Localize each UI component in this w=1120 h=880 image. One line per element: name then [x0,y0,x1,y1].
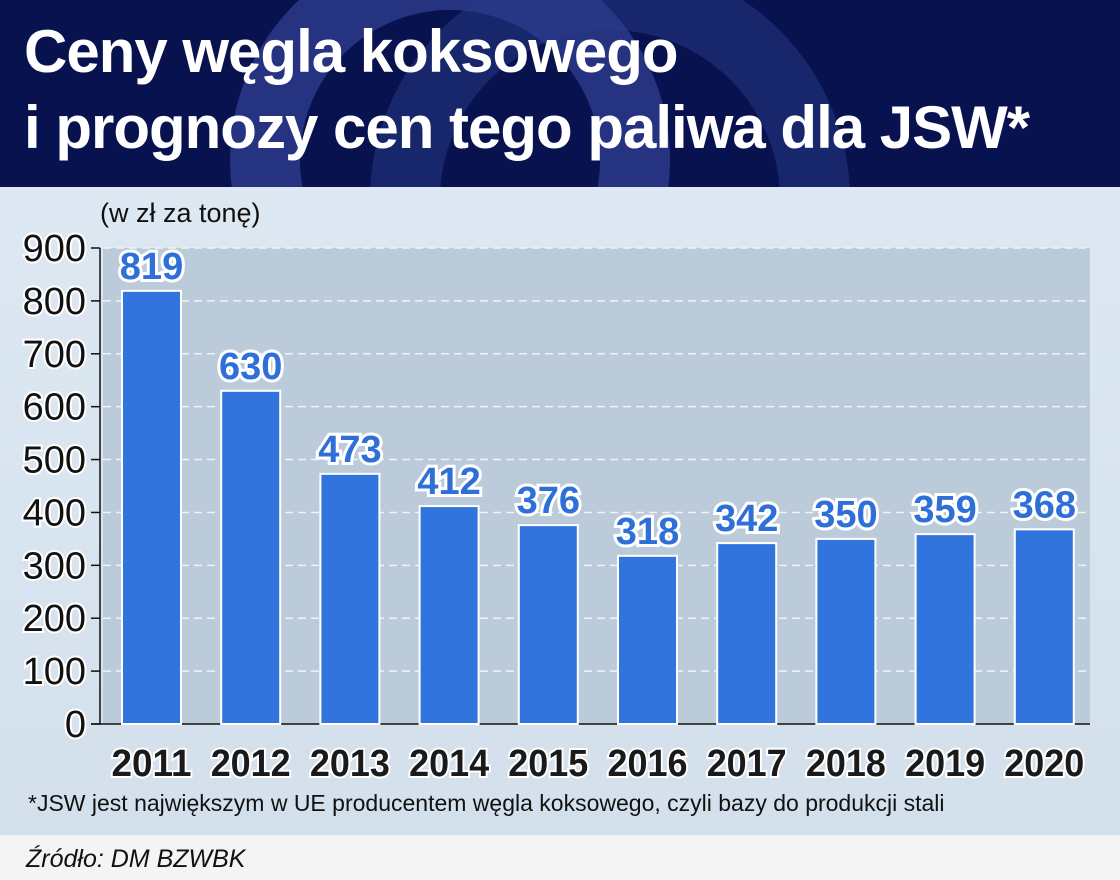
data-label: 630 [219,346,282,388]
y-tick-label: 900 [23,228,86,270]
data-label: 318 [616,511,679,553]
title-line-2: i prognozy cen tego paliwa dla JSW* [24,94,1030,161]
x-tick-label: 2012 [211,743,291,785]
chart-title: Ceny węgla koksowego i prognozy cen tego… [24,14,1030,166]
source-label: Źródło: DM BZWBK [26,845,246,873]
y-tick-label: 500 [23,440,86,482]
bar [617,554,678,726]
y-tick-label: 300 [23,545,86,587]
x-tick-label: 2018 [806,743,886,785]
y-tick-label: 200 [23,598,86,640]
bar [517,524,579,725]
data-label: 350 [814,494,877,536]
bar [914,533,976,726]
y-axis-unit-label: (w zł za tonę) [100,198,261,228]
data-label: 342 [715,498,778,540]
data-label: 473 [318,429,381,471]
x-tick-label: 2015 [508,743,588,785]
title-line-1: Ceny węgla koksowego [24,18,679,85]
x-tick-label: 2011 [112,743,192,785]
y-tick-label: 800 [23,281,86,323]
data-label: 412 [417,461,480,503]
x-tick-label: 2016 [608,743,688,785]
bar [1013,528,1075,725]
data-label: 368 [1013,484,1076,526]
bar [121,289,182,725]
bar [220,389,282,725]
x-tick-label: 2019 [905,743,985,785]
data-label: 359 [913,489,976,531]
x-tick-label: 2017 [707,743,787,785]
source-band [0,835,1120,880]
bar [716,542,778,725]
x-tick-label: 2020 [1004,743,1084,785]
x-tick-label: 2013 [310,743,390,785]
x-tick-label: 2014 [409,743,489,785]
bar [319,472,381,725]
header: Ceny węgla koksowego i prognozy cen tego… [0,0,1120,187]
y-tick-label: 700 [23,334,86,376]
y-tick-label: 400 [23,492,86,534]
footnote: *JSW jest największym w UE producentem w… [28,790,945,816]
bar [418,505,480,725]
bar [815,537,877,726]
y-tick-label: 600 [23,387,86,429]
y-tick-label: 0 [65,704,86,746]
data-label: 376 [517,480,580,522]
y-tick-label: 100 [23,651,86,693]
data-label: 819 [120,246,183,288]
